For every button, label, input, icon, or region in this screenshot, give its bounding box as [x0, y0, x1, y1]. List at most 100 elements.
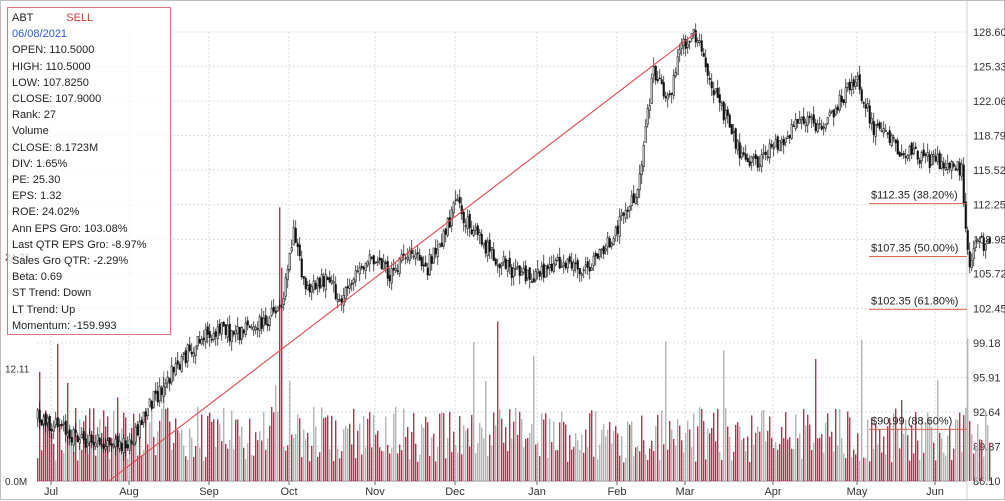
candle-body	[560, 265, 563, 268]
candle-body	[644, 125, 647, 143]
volume-bar	[173, 442, 175, 481]
volume-bar	[187, 459, 189, 481]
volume-bar	[275, 385, 277, 481]
candle-body	[614, 227, 617, 236]
volume-bar	[197, 406, 199, 481]
volume-bar	[551, 441, 553, 481]
candle-body	[482, 242, 485, 246]
volume-bar	[781, 426, 783, 481]
volume-bar	[523, 447, 525, 481]
candle-body	[306, 285, 309, 290]
candle-body	[172, 366, 175, 373]
candle-body	[886, 132, 889, 135]
candle-body	[412, 255, 415, 258]
candle-body	[836, 106, 839, 111]
volume-bar	[795, 414, 797, 481]
candles	[36, 23, 991, 461]
candle-body	[550, 263, 553, 272]
volume-bar	[641, 415, 643, 481]
volume-bar	[743, 438, 745, 481]
candle-body	[142, 411, 145, 423]
volume-bar	[809, 424, 811, 481]
candle-body	[908, 146, 911, 156]
candle-body	[430, 256, 433, 264]
candle-body	[336, 299, 339, 303]
volume-bar	[451, 452, 453, 481]
candle-body	[726, 109, 729, 116]
volume-bar	[819, 437, 821, 481]
candle-body	[898, 152, 901, 157]
volume-bar	[119, 445, 121, 481]
volume-bar	[353, 408, 355, 481]
candle-body	[684, 39, 687, 49]
candle-body	[480, 234, 483, 245]
volume-bar	[155, 455, 157, 481]
volume-bar	[883, 436, 885, 481]
volume-bar	[325, 417, 327, 481]
candle-body	[940, 161, 943, 169]
candle-body	[900, 153, 903, 156]
candle-body	[294, 228, 297, 243]
candle-body	[148, 398, 151, 407]
volume-bar	[169, 421, 171, 481]
volume-bar	[603, 423, 605, 481]
candle-body	[936, 154, 939, 163]
candle-body	[128, 439, 131, 451]
candle-body	[844, 87, 847, 103]
candle-body	[782, 139, 785, 146]
candle-body	[524, 265, 527, 282]
volume-bars	[37, 207, 991, 481]
volume-bar	[707, 428, 709, 481]
candle-body	[794, 119, 797, 129]
candle-body	[196, 336, 199, 347]
candle-body	[192, 352, 195, 357]
candle-body	[628, 206, 631, 211]
candle-body	[598, 249, 601, 258]
volume-bar	[751, 415, 753, 481]
volume-bar	[837, 445, 839, 481]
candle-body	[112, 444, 115, 448]
signal-label: SELL	[66, 12, 94, 24]
candle-body	[428, 254, 431, 275]
volume-bar	[189, 428, 191, 481]
candle-body	[476, 225, 479, 235]
volume-bar	[511, 438, 513, 481]
volume-bar	[515, 407, 517, 481]
candle-body	[140, 419, 143, 426]
candle-body	[316, 278, 319, 286]
volume-bar	[437, 447, 439, 481]
volume-bar	[211, 421, 213, 481]
candle-body	[890, 135, 893, 146]
candle-body	[352, 278, 355, 284]
candle-body	[166, 376, 169, 383]
volume-bar	[431, 437, 433, 481]
candle-body	[952, 163, 955, 167]
month-label: Feb	[608, 486, 627, 498]
candle-body	[778, 140, 781, 152]
ticker-row: ABT SELL	[12, 10, 170, 26]
volume-bar	[853, 449, 855, 481]
candle-body	[866, 103, 869, 108]
volume-bar	[327, 415, 329, 481]
candle-body	[972, 248, 975, 260]
volume-bar	[223, 408, 225, 481]
candle-body	[494, 258, 497, 265]
volume-bar	[541, 413, 543, 481]
candle-body	[168, 378, 171, 384]
volume-bar	[779, 443, 781, 481]
volume-bar	[897, 428, 899, 481]
volume-bar	[479, 423, 481, 481]
candle-body	[86, 442, 89, 446]
candle-body	[356, 270, 359, 273]
candle-body	[798, 118, 801, 124]
candle-body	[946, 163, 949, 170]
volume-bar	[593, 456, 595, 481]
volume-bar	[821, 434, 823, 481]
candle-body	[462, 211, 465, 224]
candle-body	[932, 154, 935, 157]
volume-bar	[221, 441, 223, 481]
volume-bar	[747, 436, 749, 481]
volume-bar	[307, 432, 309, 481]
volume-bar	[723, 350, 725, 481]
candle-body	[966, 230, 969, 250]
